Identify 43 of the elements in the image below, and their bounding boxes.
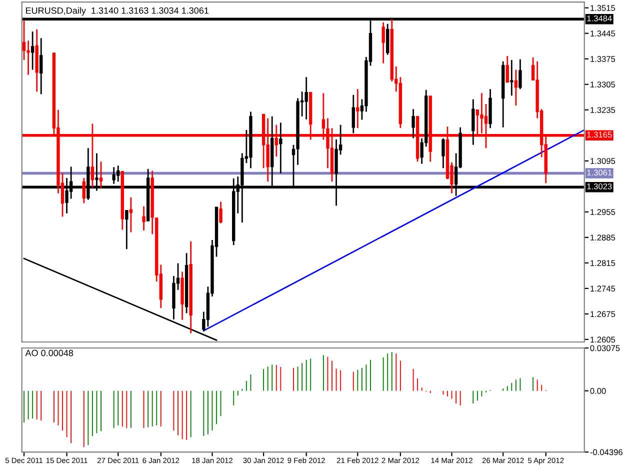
- y-tick-label: 0.00: [590, 388, 606, 394]
- candlestick: [82, 177, 86, 204]
- y-tick-label: 1.2675: [590, 311, 616, 318]
- y-tick-label: 0.03075: [590, 345, 620, 352]
- candlestick: [40, 37, 43, 95]
- y-tick-label: -0.04396: [590, 449, 622, 456]
- candlestick: [518, 58, 522, 90]
- y-tick-label: 1.3445: [590, 30, 616, 36]
- candlestick: [22, 19, 26, 61]
- candlestick: [30, 30, 34, 70]
- ref-line-label: 1.3061: [587, 170, 612, 176]
- candlestick: [99, 160, 103, 189]
- candlestick: [304, 76, 308, 120]
- candlestick: [352, 94, 355, 134]
- candlestick: [506, 55, 509, 83]
- candlestick: [382, 22, 385, 64]
- candlestick: [279, 122, 282, 174]
- candlestick: [129, 196, 133, 234]
- candlestick: [356, 88, 360, 129]
- candlestick: [26, 40, 30, 76]
- chart-title: AO 0.00048: [25, 350, 74, 356]
- y-tick-label: 1.3235: [590, 107, 616, 113]
- y-tick-label: 1.2605: [590, 336, 616, 343]
- y-tick-label: 1.2885: [590, 234, 616, 241]
- y-tick-label: 1.3095: [590, 158, 616, 164]
- y-tick-label: 1.3305: [590, 82, 616, 88]
- ref-line-label: 1.3023: [587, 183, 612, 190]
- y-tick-label: 1.2955: [590, 209, 616, 216]
- candlestick: [125, 210, 128, 250]
- text: EURUSD,Daily 1.3140 1.3163 1.3034 1.3061: [26, 7, 208, 16]
- y-tick-label: 1.2815: [590, 260, 616, 266]
- y-tick-label: 1.3375: [590, 56, 616, 62]
- candlestick: [219, 201, 222, 224]
- candlestick: [514, 69, 518, 106]
- candlestick: [412, 108, 415, 139]
- ref-line-label: 1.3165: [587, 132, 612, 138]
- candlestick: [472, 98, 475, 146]
- ref-line-label: 1.3484: [587, 15, 612, 22]
- candlestick: [386, 23, 390, 56]
- candlestick: [142, 206, 146, 232]
- y-tick-label: 1.2745: [590, 286, 616, 292]
- y-tick-label: 1.3515: [590, 5, 616, 11]
- candlestick: [442, 138, 445, 169]
